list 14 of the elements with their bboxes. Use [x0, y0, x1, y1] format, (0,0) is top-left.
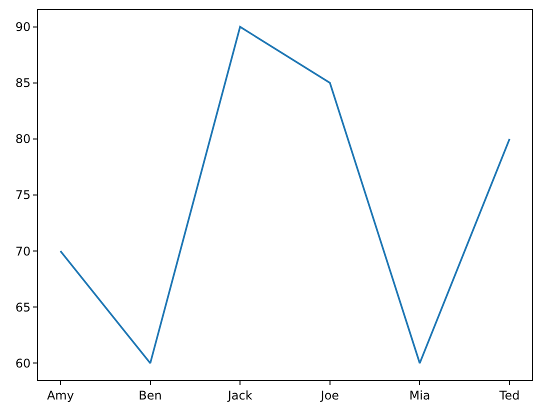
- x-tick-label: Mia: [409, 388, 430, 402]
- y-tick-label: 85: [15, 76, 31, 90]
- y-tick-label: 75: [15, 188, 31, 202]
- x-tick-label: Ted: [498, 388, 520, 402]
- x-tick-label: Joe: [320, 388, 340, 402]
- y-tick-label: 80: [15, 132, 31, 146]
- y-tick-label: 65: [15, 300, 31, 314]
- y-tick-label: 70: [15, 244, 31, 258]
- x-tick-label: Amy: [46, 388, 74, 402]
- y-tick-label: 90: [15, 20, 31, 34]
- x-tick-label: Ben: [138, 388, 162, 402]
- line-series: [60, 26, 510, 364]
- y-tick-label: 60: [15, 356, 31, 370]
- x-tick-label: Jack: [226, 388, 252, 402]
